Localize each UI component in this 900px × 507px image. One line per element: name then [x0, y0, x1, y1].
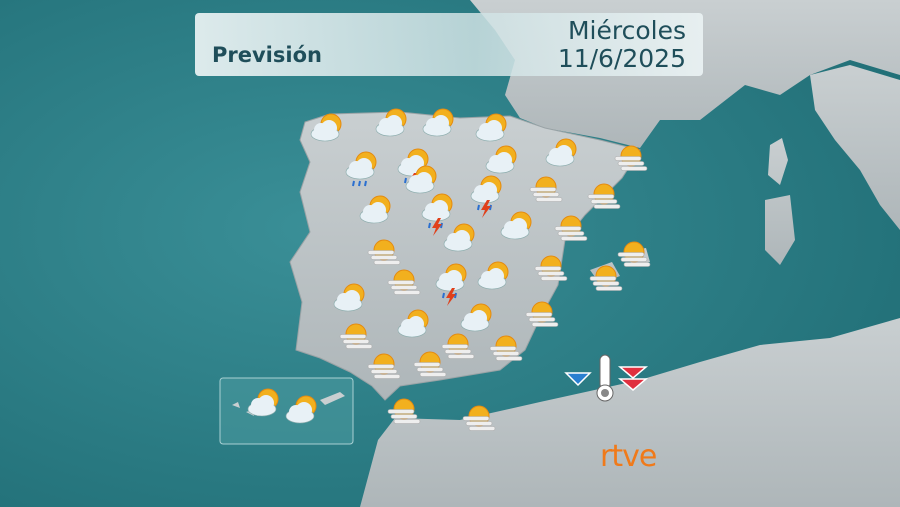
land-italy	[810, 65, 900, 230]
header-title: Previsión	[212, 43, 322, 67]
weather-icon	[387, 398, 421, 424]
weather-icon	[367, 239, 401, 265]
temperature-legend	[564, 354, 649, 402]
weather-icon	[529, 176, 563, 202]
weather-icon	[489, 335, 523, 361]
weather-icon	[470, 175, 502, 218]
weather-icon	[614, 145, 648, 171]
weather-icon	[405, 165, 437, 194]
weather-icon	[310, 113, 342, 142]
weather-icon	[617, 241, 651, 267]
header-day: Miércoles	[568, 16, 686, 45]
canary-inset	[219, 377, 354, 445]
weather-icon	[421, 193, 453, 236]
weather-icon	[534, 255, 568, 281]
weather-icon	[247, 388, 279, 417]
weather-icon	[441, 333, 475, 359]
weather-icon	[345, 151, 377, 187]
weather-icon	[525, 301, 559, 327]
weather-icon	[462, 405, 496, 431]
weather-icon	[435, 263, 467, 306]
land-africa	[360, 318, 900, 507]
weather-icon	[475, 113, 507, 142]
weather-icon	[545, 138, 577, 167]
weather-icon	[413, 351, 447, 377]
weather-icon	[587, 183, 621, 209]
weather-icon	[359, 195, 391, 224]
header-panel	[195, 13, 703, 76]
weather-icon	[422, 108, 454, 137]
weather-icons	[247, 108, 651, 431]
weather-icon	[387, 269, 421, 295]
weather-icon	[477, 261, 509, 290]
land-islands	[765, 138, 795, 265]
weather-icon	[554, 215, 588, 241]
weather-icon	[339, 323, 373, 349]
weather-icon	[375, 108, 407, 137]
weather-icon	[443, 223, 475, 252]
weather-icon	[485, 145, 517, 174]
weather-icon	[285, 395, 317, 424]
weather-icon	[460, 303, 492, 332]
weather-icon	[397, 309, 429, 338]
weather-icon	[367, 353, 401, 379]
weather-icon	[500, 211, 532, 240]
header-date: 11/6/2025	[558, 44, 686, 73]
logo: rtve	[600, 439, 656, 474]
weather-icon	[333, 283, 365, 312]
weather-icon	[589, 265, 623, 291]
